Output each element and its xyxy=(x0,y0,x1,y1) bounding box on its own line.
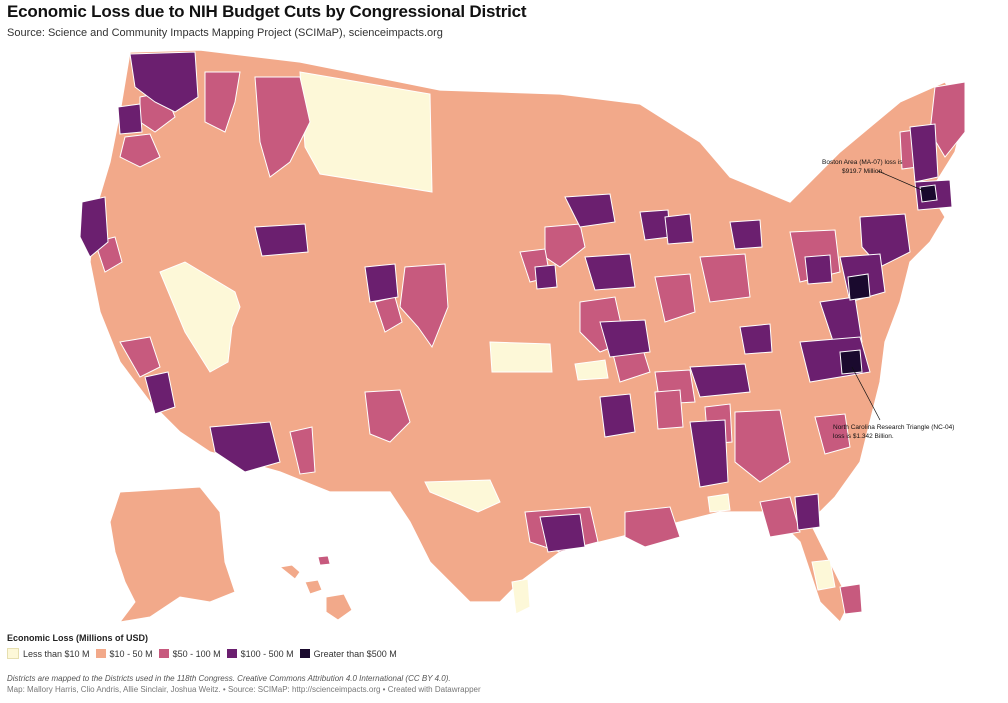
annotation-boston-line1: Boston Area (MA-07) loss is xyxy=(822,159,903,166)
district-mn-minneapolis[interactable] xyxy=(564,193,616,228)
district-az-phoenix[interactable] xyxy=(209,421,281,473)
district-ca-sandiego[interactable] xyxy=(144,371,176,415)
state-alaska[interactable] xyxy=(109,486,236,623)
footnote-credit: Map: Mallory Harris, Clio Andris, Allie … xyxy=(7,685,481,694)
district-nh-01[interactable] xyxy=(909,123,939,183)
district-fl-west[interactable] xyxy=(759,496,801,538)
district-il-chicago[interactable] xyxy=(664,213,694,245)
annotation-line-boston xyxy=(877,170,925,192)
legend-label-mid-low: $10 - 50 M xyxy=(109,648,153,659)
district-la-nola[interactable] xyxy=(599,393,636,438)
footnote-districts: Districts are mapped to the Districts us… xyxy=(7,674,451,683)
map-svg: Boston Area (MA-07) loss is $919.7 Milli… xyxy=(79,49,966,624)
district-in-07[interactable] xyxy=(654,273,696,323)
legend-label-high: $100 - 500 M xyxy=(240,648,294,659)
annotation-nc-line1: North Carolina Research Triangle (NC-04) xyxy=(833,424,954,431)
district-fl-gainesville[interactable] xyxy=(794,493,821,531)
legend-item-low: Less than $10 M xyxy=(7,648,90,659)
district-md-dc[interactable] xyxy=(847,273,871,301)
legend-label-low: Less than $10 M xyxy=(23,648,90,659)
district-or-portland[interactable] xyxy=(117,103,143,135)
district-az-07[interactable] xyxy=(289,426,316,475)
us-district-map: Boston Area (MA-07) loss is $919.7 Milli… xyxy=(0,42,1008,634)
district-co-denver[interactable] xyxy=(364,263,399,303)
district-tx-houston-core[interactable] xyxy=(539,513,586,553)
district-nc-04[interactable] xyxy=(839,349,863,375)
footnotes: Districts are mapped to the Districts us… xyxy=(7,673,481,695)
district-mi-annarbor[interactable] xyxy=(729,219,763,250)
legend: Economic Loss (Millions of USD) Less tha… xyxy=(7,633,403,659)
district-ks-kc[interactable] xyxy=(534,264,558,290)
legend-label-top: Greater than $500 M xyxy=(313,648,397,659)
layer-high xyxy=(79,51,953,553)
hawaii-district-hi1[interactable] xyxy=(317,555,331,566)
annotation-boston-line2: $919.7 Million. xyxy=(842,168,884,175)
district-ks-01[interactable] xyxy=(489,341,553,373)
district-nm-01[interactable] xyxy=(399,263,449,349)
legend-swatch-top xyxy=(299,649,310,658)
district-ny-nyc[interactable] xyxy=(859,213,911,268)
district-id-01[interactable] xyxy=(204,71,241,133)
annotation-line-nc xyxy=(851,366,881,421)
district-oh-03[interactable] xyxy=(699,253,751,303)
legend-item-mid: $50 - 100 M xyxy=(158,648,221,659)
district-oh-cle[interactable] xyxy=(804,254,833,285)
legend-item-mid-low: $10 - 50 M xyxy=(95,648,153,659)
legend-item-top: Greater than $500 M xyxy=(299,648,397,659)
district-al-01[interactable] xyxy=(707,493,731,513)
district-tx-dallas[interactable] xyxy=(364,389,411,443)
legend-label-mid: $50 - 100 M xyxy=(172,648,221,659)
district-ma-07[interactable] xyxy=(919,184,938,203)
legend-swatch-mid xyxy=(158,649,169,658)
district-ky-01[interactable] xyxy=(574,359,609,381)
district-nv-02[interactable] xyxy=(159,261,241,373)
district-tx-34[interactable] xyxy=(511,578,531,615)
district-tn-nashville[interactable] xyxy=(599,319,651,358)
district-ca-la[interactable] xyxy=(119,336,161,378)
legend-swatch-mid-low xyxy=(95,649,106,658)
map-subtitle: Source: Science and Community Impacts Ma… xyxy=(7,27,443,39)
district-sc-01[interactable] xyxy=(814,413,851,455)
district-fl-miami[interactable] xyxy=(839,583,863,615)
district-va-richmond[interactable] xyxy=(819,296,863,348)
district-ca-sf[interactable] xyxy=(79,196,109,258)
district-al-07[interactable] xyxy=(654,389,684,430)
district-fl-17[interactable] xyxy=(811,559,836,591)
state-hawaii[interactable] xyxy=(278,564,353,621)
district-wa-seattle[interactable] xyxy=(129,51,199,113)
district-la-02[interactable] xyxy=(624,506,681,548)
district-tx-13[interactable] xyxy=(424,479,501,513)
legend-swatch-high xyxy=(226,649,237,658)
district-ut-slc[interactable] xyxy=(254,223,309,257)
legend-title: Economic Loss (Millions of USD) xyxy=(7,633,149,643)
district-mo-stlouis[interactable] xyxy=(584,253,636,291)
map-title: Economic Loss due to NIH Budget Cuts by … xyxy=(7,2,527,21)
legend-swatch-low xyxy=(7,648,19,659)
layer-top xyxy=(839,184,938,375)
legend-item-high: $100 - 500 M xyxy=(226,648,294,659)
district-tn-knox[interactable] xyxy=(689,363,751,398)
district-mt-01[interactable] xyxy=(254,76,311,178)
legend-items: Less than $10 M $10 - 50 M $50 - 100 M $… xyxy=(7,648,403,659)
district-ky-lex[interactable] xyxy=(739,323,773,355)
district-ga-atl[interactable] xyxy=(689,419,729,488)
annotation-nc-line2: loss is $1.342 Billion. xyxy=(833,433,894,440)
district-or-01[interactable] xyxy=(119,133,161,168)
district-ga-05[interactable] xyxy=(734,409,791,483)
